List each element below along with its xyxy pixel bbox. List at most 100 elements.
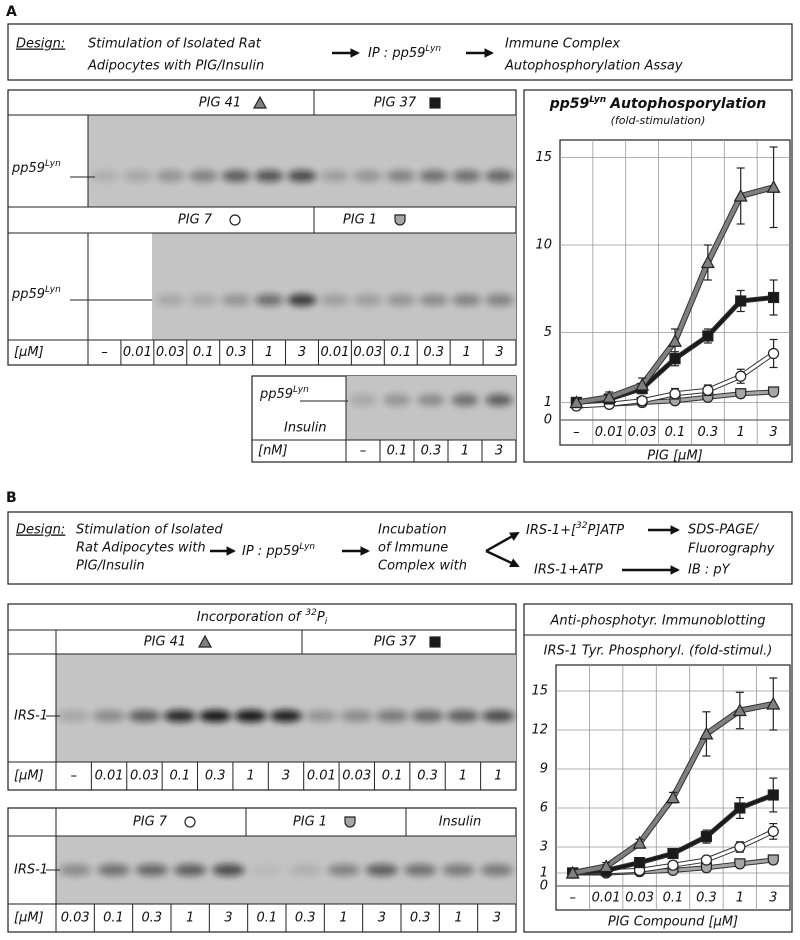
band bbox=[128, 710, 161, 722]
band bbox=[320, 170, 350, 182]
data-point bbox=[734, 841, 746, 853]
lane-header: PIG 7 bbox=[178, 213, 213, 228]
lane-label: 1 bbox=[494, 769, 502, 784]
lane-label: 1 bbox=[186, 911, 194, 926]
band bbox=[340, 710, 373, 722]
band bbox=[155, 170, 185, 182]
x-tick-label: 3 bbox=[769, 891, 777, 906]
lane-label: 3 bbox=[282, 769, 290, 784]
band bbox=[485, 294, 514, 306]
legend-symbol bbox=[344, 816, 356, 828]
arrow bbox=[485, 549, 520, 568]
superscript: 32 bbox=[305, 608, 317, 618]
y-tick-label: 0 bbox=[540, 879, 548, 894]
text-part: pp59 bbox=[259, 387, 293, 402]
data-point bbox=[735, 295, 747, 307]
lane-label: 3 bbox=[298, 345, 306, 360]
lane-label: 3 bbox=[378, 911, 386, 926]
design-step: Fluorography bbox=[688, 542, 775, 557]
superscript: Lyn bbox=[589, 95, 606, 105]
panel-label: A bbox=[6, 4, 17, 20]
data-point bbox=[767, 789, 779, 801]
band-label: pp59Lyn bbox=[259, 385, 309, 402]
series-line-casing bbox=[575, 184, 775, 406]
data-point bbox=[569, 395, 584, 409]
design-step: IP : pp59Lyn bbox=[368, 44, 441, 61]
chart-title: pp59Lyn Autophosporylation bbox=[549, 95, 767, 113]
band bbox=[269, 710, 303, 722]
data-point bbox=[767, 825, 779, 838]
legend-symbol bbox=[394, 214, 406, 226]
lane-label: 3 bbox=[224, 911, 232, 926]
lane-label: 0.03 bbox=[61, 911, 90, 926]
band bbox=[57, 710, 90, 722]
band bbox=[287, 170, 317, 182]
x-tick-label: 1 bbox=[737, 425, 745, 440]
lane-label: 0.01 bbox=[320, 345, 349, 360]
design-step: Rat Adipocytes with bbox=[76, 541, 206, 556]
y-tick-label: 15 bbox=[535, 150, 552, 165]
lane-label: 0.3 bbox=[205, 769, 226, 784]
blot-image bbox=[56, 836, 516, 904]
lane-label: 0.1 bbox=[382, 769, 403, 784]
lane-label: 3 bbox=[493, 911, 501, 926]
data-point bbox=[734, 858, 746, 870]
design-label: Design: bbox=[16, 37, 65, 52]
lane-label: 3 bbox=[495, 444, 503, 459]
chart-title: Anti-phosphotyr. Immunoblotting bbox=[549, 614, 765, 629]
plot-area bbox=[555, 664, 791, 911]
band bbox=[485, 170, 514, 182]
lane-label: 0.3 bbox=[226, 345, 247, 360]
design-step: Stimulation of Isolated Rat bbox=[88, 37, 262, 52]
band bbox=[287, 294, 317, 306]
band bbox=[97, 864, 130, 876]
data-point bbox=[599, 859, 614, 873]
band bbox=[305, 710, 338, 722]
band bbox=[90, 170, 119, 182]
data-point bbox=[565, 865, 580, 879]
y-tick-label: 9 bbox=[540, 762, 548, 777]
blot-image bbox=[346, 376, 516, 440]
chart-subtitle: (fold-stimulation) bbox=[611, 114, 706, 127]
series-line bbox=[576, 185, 775, 405]
lane-label: – bbox=[70, 769, 77, 784]
superscript: Lyn bbox=[425, 44, 441, 54]
text-part: IP : pp59 bbox=[368, 46, 425, 61]
band bbox=[320, 294, 350, 306]
band bbox=[485, 394, 513, 406]
y-tick-label: 3 bbox=[540, 840, 548, 855]
lane-header: PIG 41 bbox=[144, 635, 186, 650]
blot-image bbox=[88, 115, 516, 207]
band bbox=[446, 710, 480, 722]
legend-symbol bbox=[429, 636, 441, 648]
design-step: Incubation bbox=[378, 523, 447, 538]
unit-label: [μM] bbox=[14, 911, 44, 926]
design-step: Stimulation of Isolated bbox=[76, 523, 223, 538]
lane-label: 0.1 bbox=[387, 444, 408, 459]
band bbox=[254, 294, 284, 306]
design-step: SDS-PAGE/ bbox=[688, 523, 760, 538]
y-tick-label: 10 bbox=[535, 238, 552, 253]
x-tick-label: 0.1 bbox=[663, 891, 684, 906]
lane-label: 0.03 bbox=[353, 345, 382, 360]
y-tick-label: 15 bbox=[531, 684, 548, 699]
band bbox=[188, 170, 218, 182]
band-label: pp59Lyn bbox=[11, 159, 61, 176]
data-point bbox=[667, 333, 683, 347]
band bbox=[173, 864, 207, 876]
x-tick-label: 0.3 bbox=[696, 891, 717, 906]
lane-label: – bbox=[360, 444, 367, 459]
band bbox=[212, 864, 245, 876]
band bbox=[353, 170, 383, 182]
legend-symbol bbox=[229, 214, 241, 226]
x-tick-label: 0.03 bbox=[625, 891, 654, 906]
data-point bbox=[767, 347, 780, 360]
data-point bbox=[636, 395, 648, 407]
x-tick-label: 1 bbox=[736, 891, 744, 906]
superscript: 32 bbox=[576, 521, 588, 531]
data-point bbox=[767, 291, 780, 304]
design-step: of Immune bbox=[378, 541, 448, 556]
y-tick-label: 1 bbox=[544, 395, 552, 410]
design-step: IRS-1+[32P]ATP bbox=[526, 521, 624, 538]
legend-symbol bbox=[429, 97, 441, 109]
